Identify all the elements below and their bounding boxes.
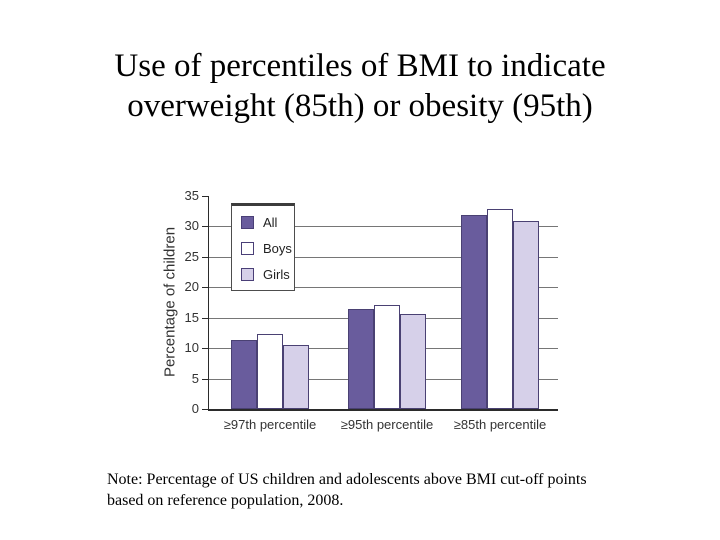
y-tick-label-0: 0 bbox=[191, 401, 199, 416]
legend-label-all: All bbox=[263, 215, 278, 230]
bar-girls-group3 bbox=[513, 221, 539, 409]
bar-all-group1 bbox=[231, 340, 257, 409]
legend-item-all: All bbox=[241, 215, 290, 230]
y-tick-0 bbox=[202, 409, 209, 410]
y-tick-35 bbox=[202, 196, 209, 197]
y-tick-label-5: 5 bbox=[191, 370, 199, 386]
y-tick-5 bbox=[202, 378, 209, 380]
y-tick-label-35: 35 bbox=[184, 188, 199, 203]
note-text: Note: Percentage of US children and adol… bbox=[107, 469, 667, 511]
y-tick-label-30: 30 bbox=[184, 218, 199, 234]
plot-area: All Boys Girls 0 5 10 15 20 25 30 35 ≥97th percent… bbox=[185, 188, 558, 432]
y-tick-20 bbox=[202, 287, 209, 289]
x-label-group1: ≥97th percentile bbox=[223, 417, 317, 432]
legend-swatch-boys bbox=[241, 242, 254, 255]
bar-boys-group1 bbox=[257, 334, 283, 409]
legend-label-girls: Girls bbox=[263, 267, 290, 282]
y-tick-25 bbox=[202, 256, 209, 258]
bar-all-group3 bbox=[461, 215, 487, 409]
x-label-group3: ≥85th percentile bbox=[453, 417, 547, 432]
y-tick-label-15: 15 bbox=[184, 309, 199, 325]
title-line-1: Use of percentiles of BMI to indicate bbox=[114, 48, 606, 84]
legend-item-girls: Girls bbox=[241, 267, 290, 282]
gridline-30 bbox=[209, 226, 558, 228]
legend-swatch-all bbox=[241, 216, 254, 229]
legend: All Boys Girls bbox=[231, 203, 295, 291]
y-tick-15 bbox=[202, 317, 209, 319]
bar-boys-group3 bbox=[487, 209, 513, 409]
gridline-25 bbox=[209, 256, 558, 258]
y-tick-label-20: 20 bbox=[184, 279, 199, 295]
y-tick-label-25: 25 bbox=[184, 248, 199, 264]
bar-boys-group2 bbox=[374, 305, 400, 409]
note-line-1: Note: Percentage of US children and adol… bbox=[107, 471, 587, 488]
note-line-2: based on reference population, 2008. bbox=[107, 492, 344, 509]
x-label-group2: ≥95th percentile bbox=[340, 417, 434, 432]
bar-girls-group1 bbox=[283, 345, 309, 409]
legend-label-boys: Boys bbox=[263, 241, 292, 256]
legend-swatch-girls bbox=[241, 268, 254, 281]
title-line-2: overweight (85th) or obesity (95th) bbox=[127, 88, 593, 124]
legend-item-boys: Boys bbox=[241, 241, 292, 256]
y-tick-label-10: 10 bbox=[184, 340, 199, 356]
bar-all-group2 bbox=[348, 309, 374, 409]
slide-title: Use of percentiles of BMI to indicate ov… bbox=[0, 46, 720, 126]
gridline-20 bbox=[209, 287, 558, 289]
y-tick-10 bbox=[202, 348, 209, 350]
bar-girls-group2 bbox=[400, 314, 426, 409]
y-tick-30 bbox=[202, 226, 209, 228]
